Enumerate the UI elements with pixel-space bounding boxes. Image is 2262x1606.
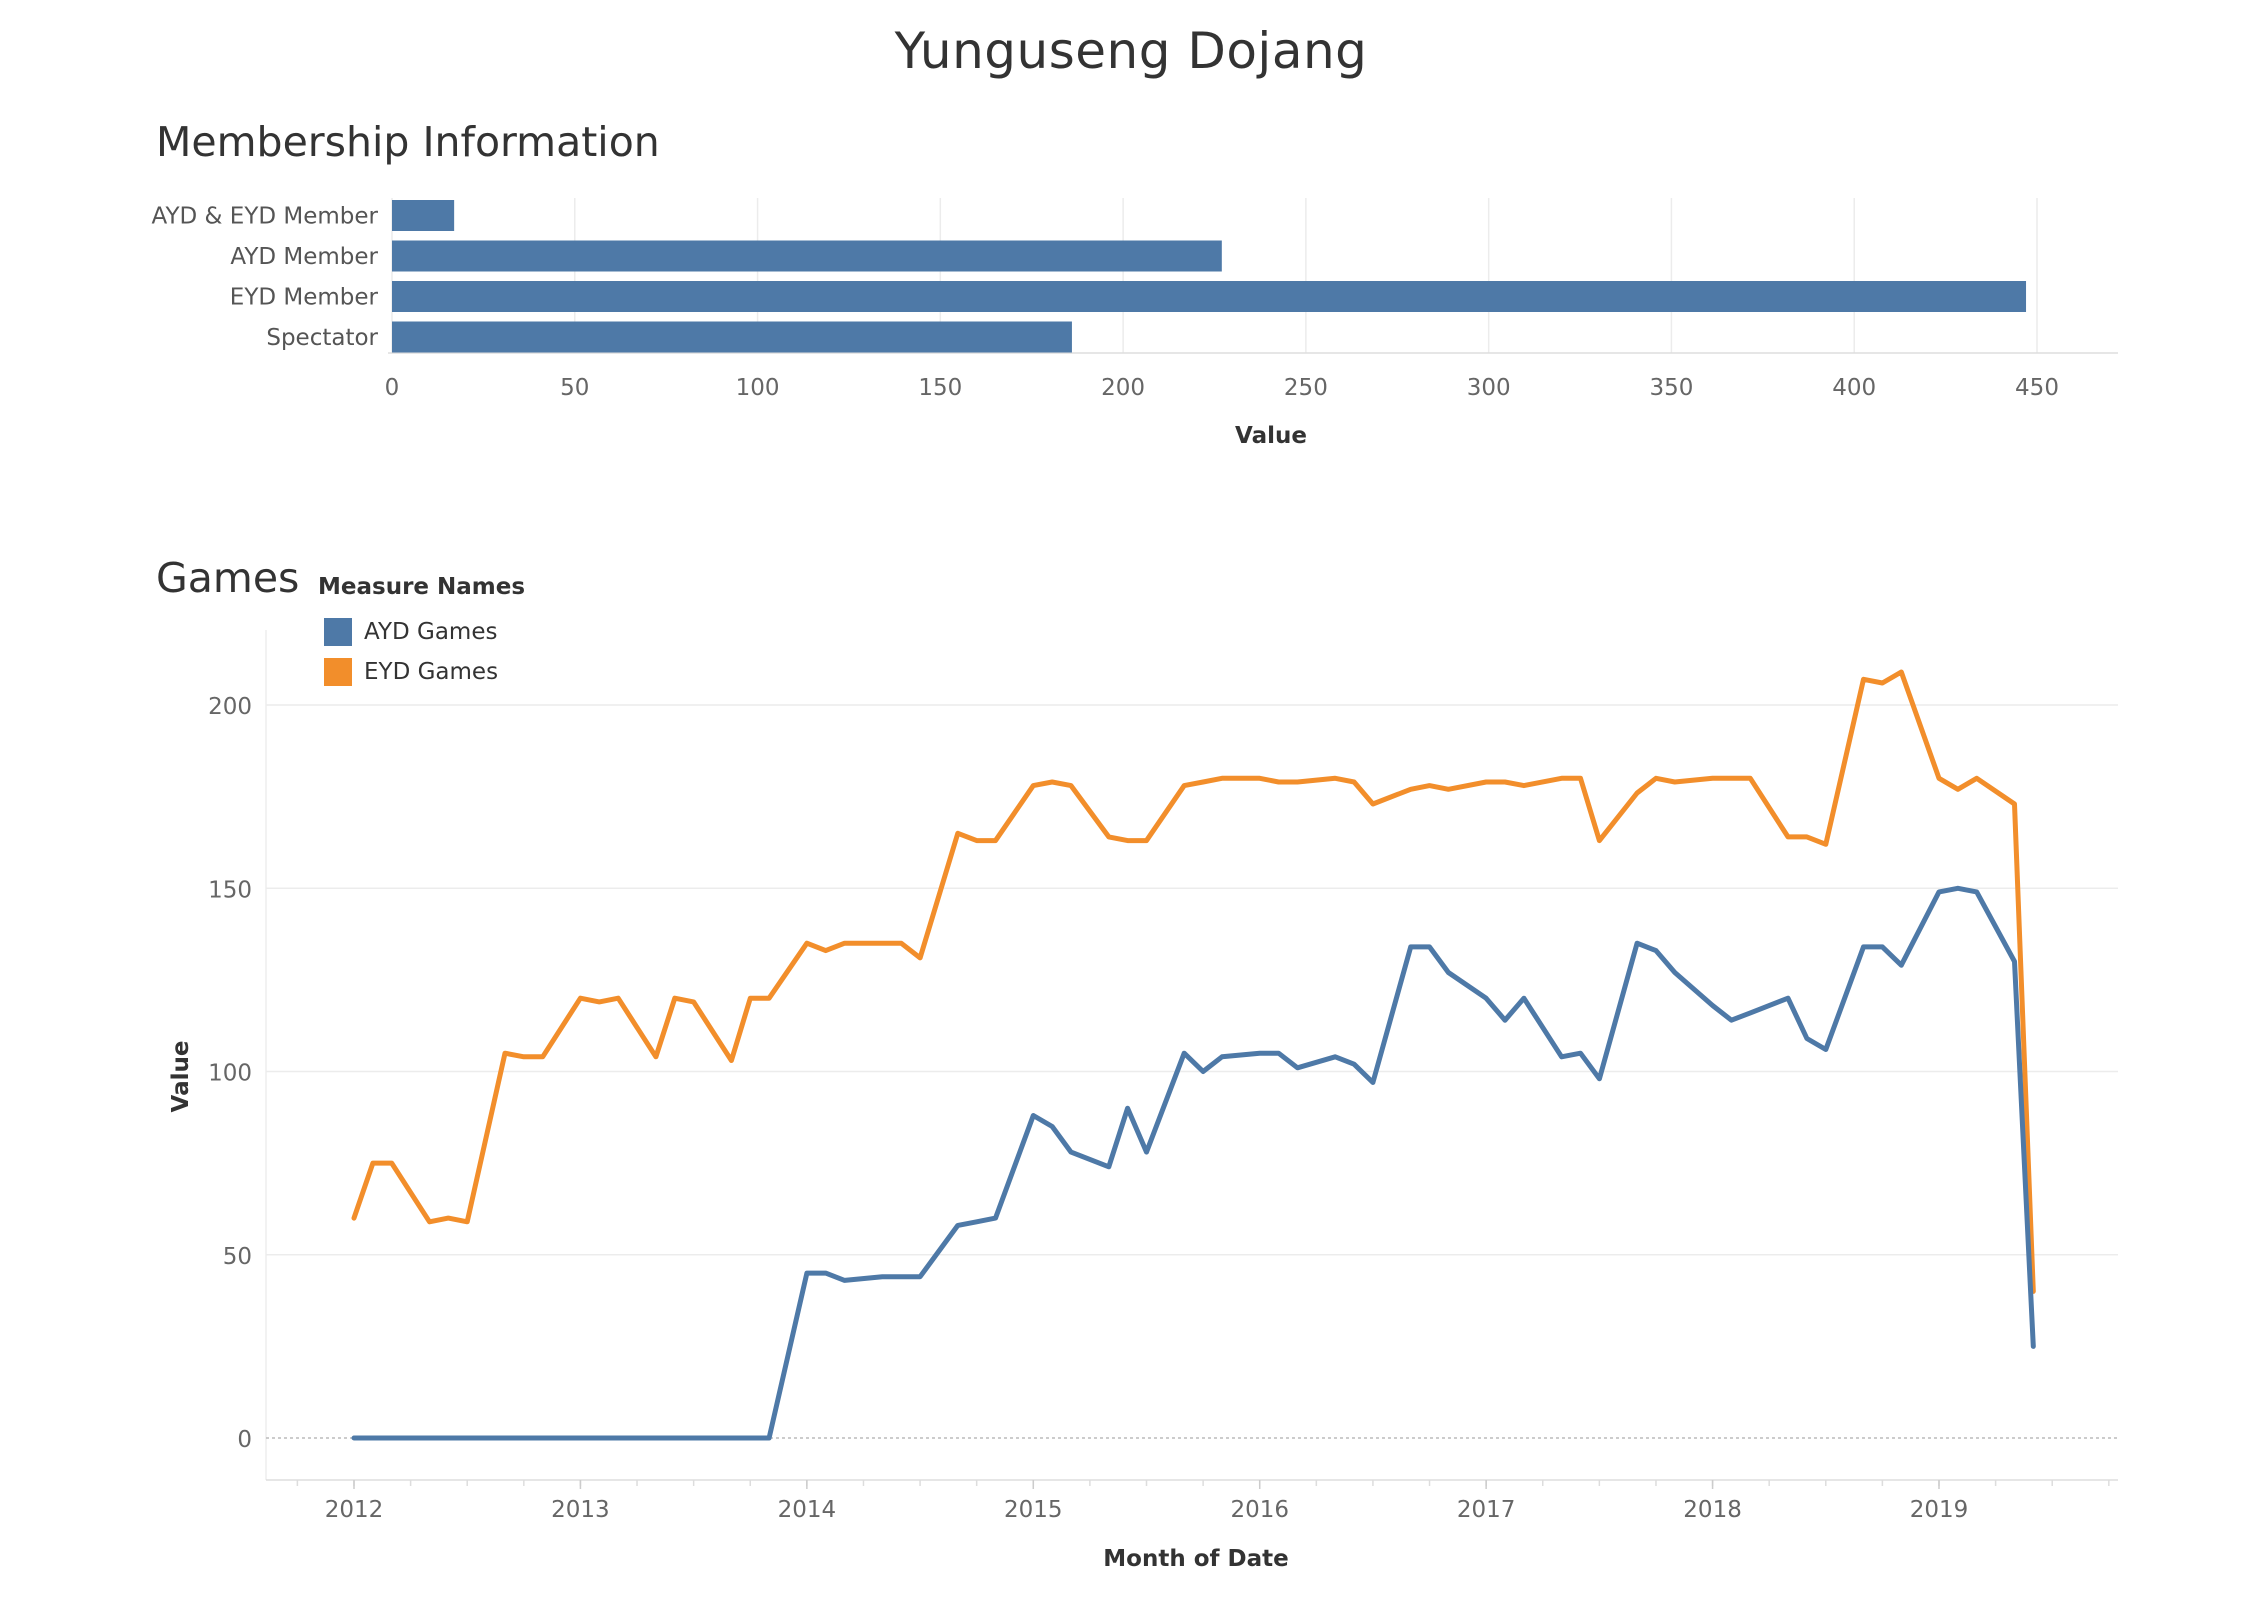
games-chart-title: Games — [156, 554, 300, 602]
bar-x-tick-label: 450 — [2015, 375, 2059, 401]
membership-chart-title: Membership Information — [156, 118, 660, 166]
bar-x-tick-label: 200 — [1101, 375, 1145, 401]
bar — [392, 200, 455, 231]
line-y-tick-label: 100 — [208, 1061, 252, 1087]
line-x-tick-label: 2014 — [778, 1497, 837, 1523]
bar-x-tick-label: 50 — [560, 375, 589, 401]
line-y-tick-label: 200 — [208, 694, 252, 720]
bar-x-tick-label: 250 — [1284, 375, 1328, 401]
bar-x-axis-title: Value — [1235, 423, 1307, 449]
line-x-tick-label: 2012 — [325, 1497, 384, 1523]
legend-label-eyd: EYD Games — [364, 659, 499, 685]
legend-title: Measure Names — [318, 574, 526, 600]
games-legend: Measure Names AYD Games EYD Games — [318, 574, 525, 692]
bar-category-label: Spectator — [266, 325, 378, 351]
line-y-tick-label: 50 — [223, 1244, 252, 1270]
bar — [392, 281, 2027, 312]
line-x-tick-label: 2019 — [1910, 1497, 1969, 1523]
bar-x-tick-label: 300 — [1467, 375, 1511, 401]
eyd-games-line — [351, 669, 2036, 1294]
bar-category-label: EYD Member — [230, 285, 379, 311]
ayd-games-line — [351, 885, 2036, 1441]
dashboard-title: Yunguseng Dojang — [894, 22, 1368, 80]
bar-x-tick-label: 400 — [1832, 375, 1876, 401]
legend-swatch-eyd — [324, 658, 352, 686]
bar-x-tick-label: 100 — [736, 375, 780, 401]
line-x-axis-title: Month of Date — [1103, 1546, 1288, 1572]
line-y-tick-label: 0 — [237, 1427, 252, 1453]
line-x-tick-label: 2016 — [1230, 1497, 1289, 1523]
legend-item-ayd[interactable]: AYD Games — [318, 612, 525, 652]
line-x-tick-label: 2018 — [1683, 1497, 1742, 1523]
line-x-tick-label: 2013 — [551, 1497, 610, 1523]
legend-swatch-ayd — [324, 618, 352, 646]
bar — [392, 321, 1072, 353]
bar-category-label: AYD & EYD Member — [152, 204, 379, 230]
bar-x-tick-label: 0 — [385, 375, 400, 401]
line-x-tick-label: 2015 — [1004, 1497, 1063, 1523]
legend-item-eyd[interactable]: EYD Games — [318, 652, 525, 692]
line-y-tick-label: 150 — [208, 877, 252, 903]
legend-label-ayd: AYD Games — [364, 619, 498, 645]
bar-x-tick-label: 150 — [918, 375, 962, 401]
line-x-tick-label: 2017 — [1457, 1497, 1516, 1523]
bar-x-tick-label: 350 — [1649, 375, 1693, 401]
bar-category-label: AYD Member — [230, 244, 378, 270]
line-y-axis-title: Value — [168, 1041, 194, 1113]
bar — [392, 240, 1222, 272]
